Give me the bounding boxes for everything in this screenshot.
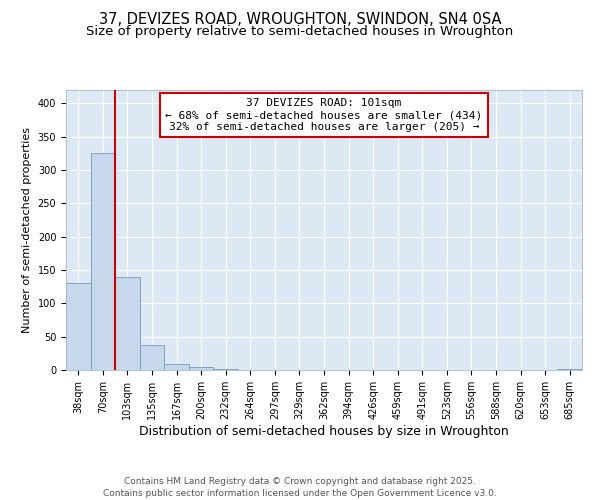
Text: 37, DEVIZES ROAD, WROUGHTON, SWINDON, SN4 0SA: 37, DEVIZES ROAD, WROUGHTON, SWINDON, SN…: [99, 12, 501, 28]
Text: Contains public sector information licensed under the Open Government Licence v3: Contains public sector information licen…: [103, 489, 497, 498]
Bar: [557, 368, 582, 370]
Bar: [214, 368, 238, 370]
Bar: [115, 276, 140, 370]
Text: 37 DEVIZES ROAD: 101sqm
← 68% of semi-detached houses are smaller (434)
32% of s: 37 DEVIZES ROAD: 101sqm ← 68% of semi-de…: [166, 98, 482, 132]
Bar: [140, 346, 164, 370]
Y-axis label: Number of semi-detached properties: Number of semi-detached properties: [22, 127, 32, 333]
Bar: [91, 154, 115, 370]
Bar: [66, 284, 91, 370]
Bar: [164, 364, 189, 370]
Bar: [189, 368, 214, 370]
X-axis label: Distribution of semi-detached houses by size in Wroughton: Distribution of semi-detached houses by …: [139, 424, 509, 438]
Text: Size of property relative to semi-detached houses in Wroughton: Size of property relative to semi-detach…: [86, 25, 514, 38]
Text: Contains HM Land Registry data © Crown copyright and database right 2025.: Contains HM Land Registry data © Crown c…: [124, 478, 476, 486]
